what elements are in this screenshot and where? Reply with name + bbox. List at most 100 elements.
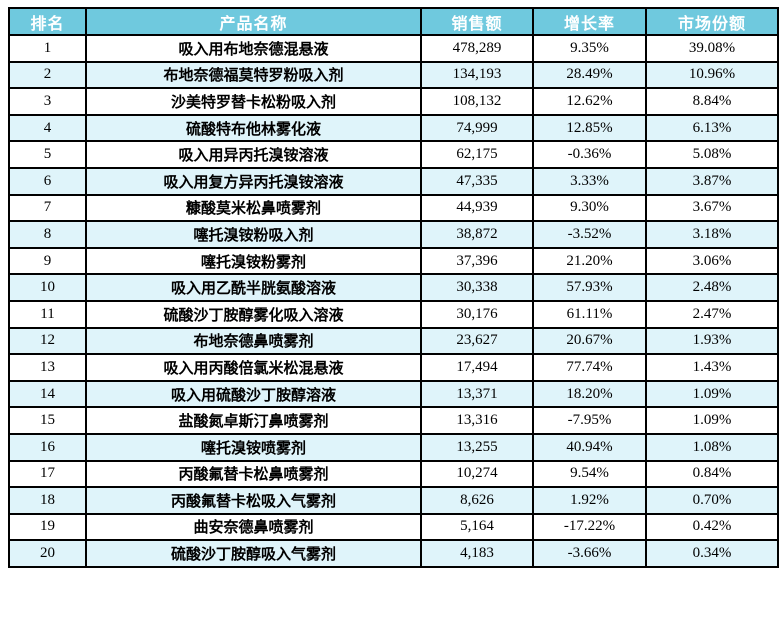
- cell-product-name: 吸入用硫酸沙丁胺醇溶液: [85, 379, 422, 409]
- cell-product-name: 噻托溴铵喷雾剂: [85, 432, 422, 462]
- cell-rank: 6: [8, 166, 87, 196]
- column-header-sales: 销售额: [420, 7, 534, 36]
- cell-product-name: 吸入用丙酸倍氯米松混悬液: [85, 353, 422, 382]
- cell-growth-rate: 57.93%: [532, 273, 647, 302]
- cell-rank: 14: [8, 379, 87, 409]
- cell-sales: 4,183: [420, 539, 534, 568]
- table-body: 1 吸入用布地奈德混悬液 478,289 9.35% 39.08% 2 布地奈德…: [8, 34, 779, 568]
- table-header: 排名 产品名称 销售额 增长率 市场份额: [8, 7, 779, 36]
- header-row: 排名 产品名称 销售额 增长率 市场份额: [8, 7, 779, 36]
- cell-market-share: 2.48%: [645, 273, 779, 302]
- cell-market-share: 39.08%: [645, 34, 779, 63]
- cell-market-share: 1.93%: [645, 326, 779, 356]
- cell-rank: 8: [8, 220, 87, 249]
- cell-market-share: 3.87%: [645, 166, 779, 196]
- table-row: 7 糠酸莫米松鼻喷雾剂 44,939 9.30% 3.67%: [8, 193, 779, 223]
- cell-rank: 2: [8, 60, 87, 90]
- cell-product-name: 丙酸氟替卡松吸入气雾剂: [85, 486, 422, 515]
- cell-market-share: 1.43%: [645, 353, 779, 382]
- cell-product-name: 布地奈德福莫特罗粉吸入剂: [85, 60, 422, 90]
- cell-market-share: 8.84%: [645, 87, 779, 116]
- cell-rank: 15: [8, 406, 87, 435]
- cell-growth-rate: -3.52%: [532, 220, 647, 249]
- cell-rank: 19: [8, 512, 87, 542]
- cell-sales: 47,335: [420, 166, 534, 196]
- cell-growth-rate: -17.22%: [532, 512, 647, 542]
- cell-market-share: 6.13%: [645, 113, 779, 143]
- cell-product-name: 曲安奈德鼻喷雾剂: [85, 512, 422, 542]
- table-row: 9 噻托溴铵粉雾剂 37,396 21.20% 3.06%: [8, 246, 779, 276]
- cell-market-share: 3.67%: [645, 193, 779, 223]
- cell-sales: 10,274: [420, 459, 534, 489]
- table-row: 2 布地奈德福莫特罗粉吸入剂 134,193 28.49% 10.96%: [8, 60, 779, 90]
- cell-rank: 5: [8, 140, 87, 169]
- cell-rank: 7: [8, 193, 87, 223]
- product-sales-table: 排名 产品名称 销售额 增长率 市场份额 1 吸入用布地奈德混悬液 478,28…: [8, 7, 779, 568]
- table-row: 13 吸入用丙酸倍氯米松混悬液 17,494 77.74% 1.43%: [8, 353, 779, 382]
- cell-growth-rate: 20.67%: [532, 326, 647, 356]
- cell-product-name: 吸入用异丙托溴铵溶液: [85, 140, 422, 169]
- table-row: 16 噻托溴铵喷雾剂 13,255 40.94% 1.08%: [8, 432, 779, 462]
- cell-rank: 16: [8, 432, 87, 462]
- cell-market-share: 0.34%: [645, 539, 779, 568]
- cell-market-share: 5.08%: [645, 140, 779, 169]
- column-header-growth: 增长率: [532, 7, 647, 36]
- cell-growth-rate: 9.54%: [532, 459, 647, 489]
- table-row: 3 沙美特罗替卡松粉吸入剂 108,132 12.62% 8.84%: [8, 87, 779, 116]
- table-row: 17 丙酸氟替卡松鼻喷雾剂 10,274 9.54% 0.84%: [8, 459, 779, 489]
- cell-sales: 5,164: [420, 512, 534, 542]
- table-row: 4 硫酸特布他林雾化液 74,999 12.85% 6.13%: [8, 113, 779, 143]
- cell-sales: 62,175: [420, 140, 534, 169]
- cell-rank: 1: [8, 34, 87, 63]
- cell-market-share: 1.09%: [645, 406, 779, 435]
- table-row: 6 吸入用复方异丙托溴铵溶液 47,335 3.33% 3.87%: [8, 166, 779, 196]
- cell-sales: 23,627: [420, 326, 534, 356]
- cell-product-name: 糠酸莫米松鼻喷雾剂: [85, 193, 422, 223]
- table-row: 18 丙酸氟替卡松吸入气雾剂 8,626 1.92% 0.70%: [8, 486, 779, 515]
- cell-market-share: 3.18%: [645, 220, 779, 249]
- cell-market-share: 1.08%: [645, 432, 779, 462]
- cell-rank: 20: [8, 539, 87, 568]
- cell-product-name: 噻托溴铵粉雾剂: [85, 246, 422, 276]
- cell-rank: 17: [8, 459, 87, 489]
- cell-growth-rate: 28.49%: [532, 60, 647, 90]
- cell-sales: 44,939: [420, 193, 534, 223]
- table-row: 5 吸入用异丙托溴铵溶液 62,175 -0.36% 5.08%: [8, 140, 779, 169]
- cell-market-share: 3.06%: [645, 246, 779, 276]
- cell-product-name: 吸入用乙酰半胱氨酸溶液: [85, 273, 422, 302]
- cell-sales: 74,999: [420, 113, 534, 143]
- cell-rank: 10: [8, 273, 87, 302]
- cell-sales: 478,289: [420, 34, 534, 63]
- cell-market-share: 10.96%: [645, 60, 779, 90]
- cell-growth-rate: 12.62%: [532, 87, 647, 116]
- cell-rank: 12: [8, 326, 87, 356]
- cell-growth-rate: 9.30%: [532, 193, 647, 223]
- cell-sales: 134,193: [420, 60, 534, 90]
- table-row: 12 布地奈德鼻喷雾剂 23,627 20.67% 1.93%: [8, 326, 779, 356]
- cell-growth-rate: 77.74%: [532, 353, 647, 382]
- cell-sales: 38,872: [420, 220, 534, 249]
- cell-market-share: 0.84%: [645, 459, 779, 489]
- cell-product-name: 硫酸特布他林雾化液: [85, 113, 422, 143]
- table-row: 10 吸入用乙酰半胱氨酸溶液 30,338 57.93% 2.48%: [8, 273, 779, 302]
- cell-sales: 108,132: [420, 87, 534, 116]
- cell-sales: 13,316: [420, 406, 534, 435]
- cell-market-share: 0.42%: [645, 512, 779, 542]
- cell-sales: 17,494: [420, 353, 534, 382]
- cell-product-name: 吸入用布地奈德混悬液: [85, 34, 422, 63]
- column-header-name: 产品名称: [85, 7, 422, 36]
- cell-market-share: 2.47%: [645, 299, 779, 329]
- cell-rank: 18: [8, 486, 87, 515]
- cell-sales: 13,255: [420, 432, 534, 462]
- cell-sales: 30,338: [420, 273, 534, 302]
- cell-sales: 37,396: [420, 246, 534, 276]
- cell-product-name: 硫酸沙丁胺醇雾化吸入溶液: [85, 299, 422, 329]
- cell-growth-rate: -0.36%: [532, 140, 647, 169]
- cell-sales: 30,176: [420, 299, 534, 329]
- cell-product-name: 噻托溴铵粉吸入剂: [85, 220, 422, 249]
- table-row: 20 硫酸沙丁胺醇吸入气雾剂 4,183 -3.66% 0.34%: [8, 539, 779, 568]
- cell-rank: 4: [8, 113, 87, 143]
- cell-rank: 11: [8, 299, 87, 329]
- cell-product-name: 盐酸氮卓斯汀鼻喷雾剂: [85, 406, 422, 435]
- table-row: 15 盐酸氮卓斯汀鼻喷雾剂 13,316 -7.95% 1.09%: [8, 406, 779, 435]
